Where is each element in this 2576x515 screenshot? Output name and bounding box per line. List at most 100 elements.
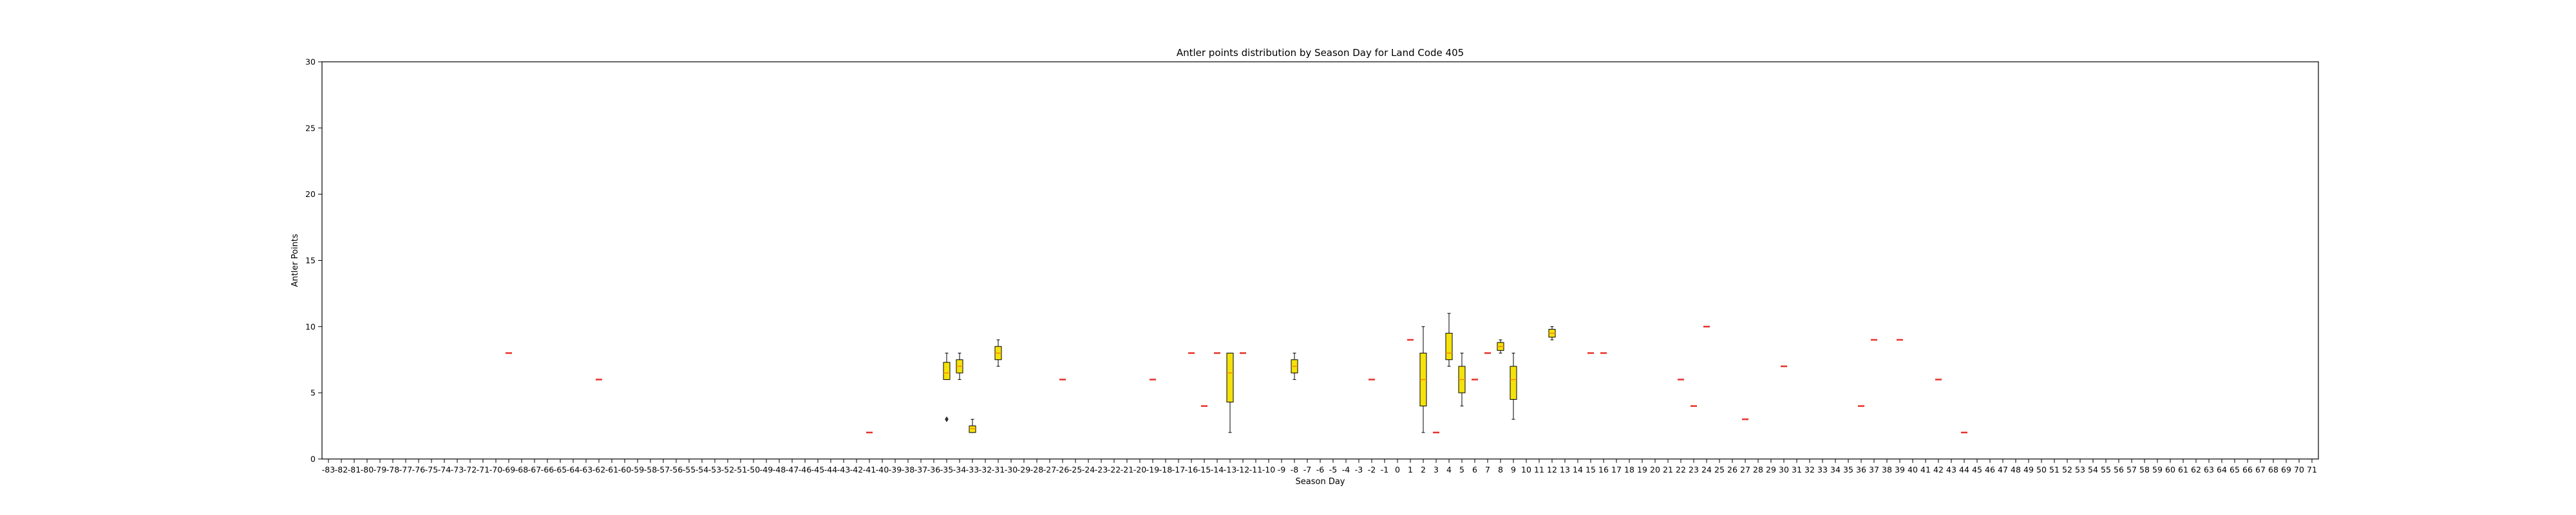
x-tick-label: -16 (1185, 465, 1198, 474)
box-body (1226, 352, 1234, 403)
x-tick-label: 26 (1727, 465, 1738, 474)
x-tick-label: 23 (1689, 465, 1699, 474)
x-tick-label: -19 (1146, 465, 1159, 474)
x-tick-label: -5 (1329, 465, 1337, 474)
x-tick-label: -79 (374, 465, 386, 474)
x-tick-label: 18 (1624, 465, 1634, 474)
x-tick-label: 48 (2011, 465, 2021, 474)
chart-title: Antler points distribution by Season Day… (1177, 47, 1464, 59)
x-tick-label: 37 (1869, 465, 1879, 474)
x-tick-label: -30 (1005, 465, 1018, 474)
y-tick-label: 10 (305, 322, 316, 332)
x-tick-label: -83 (322, 465, 335, 474)
x-tick-label: -47 (786, 465, 799, 474)
x-tick-label: -55 (683, 465, 696, 474)
x-tick-label: 7 (1485, 465, 1490, 474)
x-tick-label: -39 (889, 465, 902, 474)
x-tick-label: 11 (1534, 465, 1544, 474)
x-tick-label: -9 (1278, 465, 1286, 474)
x-tick-label: 51 (2049, 465, 2060, 474)
box-body (1510, 366, 1517, 400)
x-tick-label: 8 (1498, 465, 1503, 474)
x-tick-label: -52 (721, 465, 734, 474)
x-tick-label: 61 (2178, 465, 2188, 474)
x-tick-label: 57 (2126, 465, 2137, 474)
x-tick-label: -10 (1262, 465, 1275, 474)
x-tick-label: 58 (2139, 465, 2150, 474)
x-tick-label: -35 (940, 465, 953, 474)
x-tick-label: 54 (2088, 465, 2098, 474)
x-tick-label: -12 (1236, 465, 1249, 474)
y-tick-label: 25 (305, 123, 316, 133)
x-tick-label: 65 (2230, 465, 2240, 474)
y-tick-label: 0 (310, 454, 316, 464)
x-tick-label: -2 (1368, 465, 1376, 474)
x-tick-label: 9 (1511, 465, 1516, 474)
x-tick-label: 66 (2242, 465, 2253, 474)
x-tick-label: 38 (1882, 465, 1892, 474)
box-body (1445, 333, 1453, 360)
x-tick-label: -6 (1316, 465, 1325, 474)
box-day-4 (1445, 313, 1453, 367)
x-tick-label: 3 (1434, 465, 1439, 474)
box-day-8 (1497, 339, 1504, 353)
x-tick-label: -46 (799, 465, 811, 474)
y-tick-label: 30 (305, 57, 316, 67)
box-day--13 (1226, 352, 1234, 433)
x-tick-label: -8 (1291, 465, 1299, 474)
x-tick-label: -73 (451, 465, 464, 474)
x-tick-label: 19 (1637, 465, 1647, 474)
x-tick-label: -27 (1043, 465, 1056, 474)
x-tick-label: 42 (1933, 465, 1944, 474)
x-tick-label: -54 (696, 465, 708, 474)
x-tick-label: 63 (2204, 465, 2214, 474)
x-tick-label: -76 (412, 465, 425, 474)
x-tick-label: 25 (1714, 465, 1725, 474)
x-tick-label: 46 (1985, 465, 1995, 474)
x-tick-label: 31 (1792, 465, 1802, 474)
x-tick-label: 20 (1650, 465, 1660, 474)
x-tick-label: -21 (1121, 465, 1133, 474)
x-tick-label: -4 (1342, 465, 1350, 474)
x-tick-label: 15 (1586, 465, 1596, 474)
y-axis: 0 5 10 15 20 25 30 (305, 57, 322, 464)
x-tick-label: 56 (2114, 465, 2124, 474)
x-tick-label: -18 (1159, 465, 1172, 474)
x-tick-label: 55 (2101, 465, 2111, 474)
x-tick-label: -64 (567, 465, 580, 474)
x-tick-label: 12 (1547, 465, 1557, 474)
x-tick-label: -34 (953, 465, 966, 474)
y-axis-label: Antler Points (290, 234, 300, 287)
y-tick-label: 20 (305, 189, 316, 199)
x-axis-label: Season Day (1296, 477, 1345, 487)
x-tick-label: -1 (1381, 465, 1388, 474)
x-tick-label: -23 (1095, 465, 1108, 474)
x-tick-label: -80 (361, 465, 374, 474)
x-tick-label: -57 (657, 465, 670, 474)
x-tick-label: 27 (1740, 465, 1750, 474)
x-tick-label: 24 (1701, 465, 1712, 474)
x-tick-label: -41 (863, 465, 876, 474)
x-tick-label: 36 (1856, 465, 1866, 474)
x-tick-label: 69 (2281, 465, 2291, 474)
x-tick-label: -44 (824, 465, 837, 474)
x-tick-label: -65 (554, 465, 567, 474)
x-tick-label: 35 (1843, 465, 1853, 474)
x-tick-label: -38 (902, 465, 914, 474)
x-tick-label: -40 (876, 465, 889, 474)
outlier-point (945, 416, 949, 422)
x-tick-label: 22 (1676, 465, 1686, 474)
x-tick-label: -29 (1018, 465, 1030, 474)
x-tick-label: 10 (1521, 465, 1531, 474)
x-tick-label: -61 (605, 465, 618, 474)
x-tick-label: -22 (1108, 465, 1121, 474)
x-tick-label: 49 (2023, 465, 2034, 474)
x-tick-label: 40 (1908, 465, 1918, 474)
x-tick-label: 60 (2165, 465, 2175, 474)
box-plots (506, 313, 1967, 434)
x-tick-label: -77 (399, 465, 412, 474)
x-tick-label: -17 (1172, 465, 1185, 474)
x-tick-label: -51 (734, 465, 747, 474)
box-day-2 (1419, 326, 1427, 433)
